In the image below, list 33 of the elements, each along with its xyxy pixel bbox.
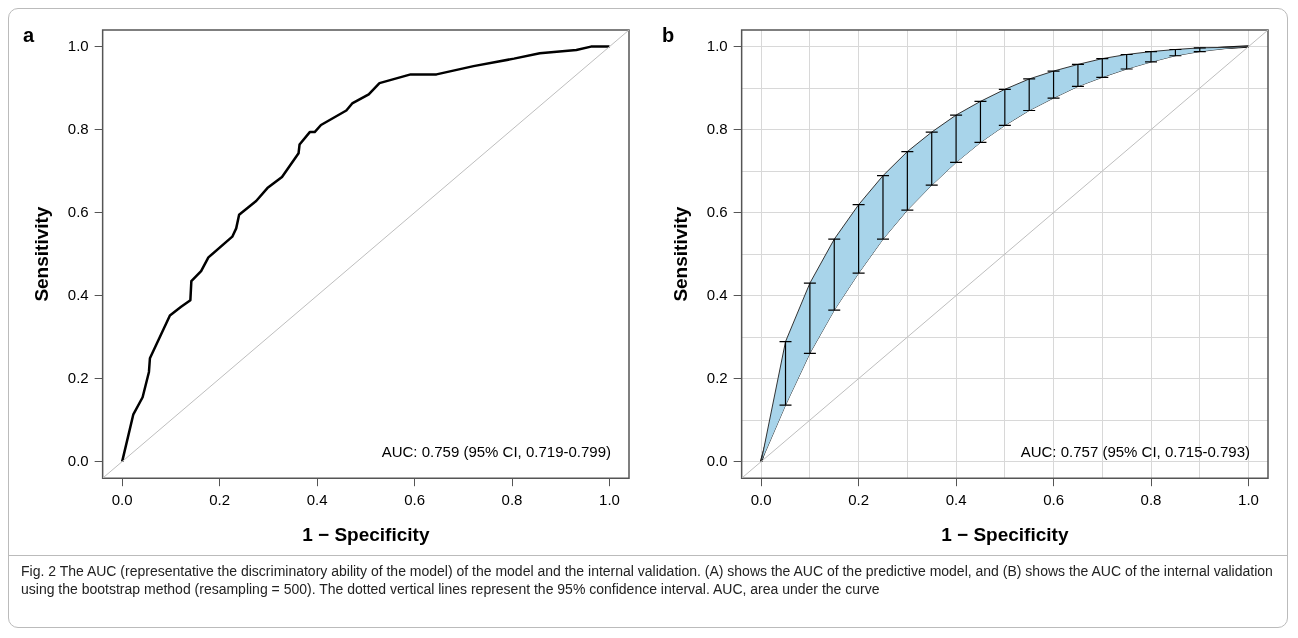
chart-title: b	[661, 23, 674, 46]
annotation: AUC: 0.759 (95% CI, 0.719-0.799)	[381, 442, 611, 460]
x-axis-title: 1 − Specificity	[940, 523, 1069, 545]
y-tick-label: 0.4	[67, 285, 89, 303]
x-tick-label: 0.4	[945, 491, 967, 509]
y-tick-label: 1.0	[67, 36, 89, 54]
x-axis-title: 1 − Specificity	[301, 523, 430, 545]
y-tick-label: 0.0	[67, 451, 89, 469]
x-tick-label: 0.2	[208, 491, 230, 509]
y-tick-label: 0.2	[706, 368, 728, 386]
y-tick-label: 0.6	[706, 202, 728, 220]
x-tick-label: 0.6	[403, 491, 425, 509]
y-axis-title: Sensitivity	[669, 206, 691, 302]
x-tick-label: 0.6	[1042, 491, 1064, 509]
y-tick-label: 0.6	[67, 202, 89, 220]
x-tick-label: 0.0	[111, 491, 133, 509]
x-tick-label: 0.4	[306, 491, 328, 509]
y-tick-label: 0.2	[67, 368, 89, 386]
y-tick-label: 0.4	[706, 285, 728, 303]
x-tick-label: 0.0	[750, 491, 772, 509]
y-tick-label: 0.8	[67, 119, 89, 137]
x-tick-label: 1.0	[598, 491, 620, 509]
y-axis-title: Sensitivity	[30, 206, 52, 302]
x-tick-label: 0.2	[847, 491, 869, 509]
caption: Fig. 2 The AUC (representative the discriminatory ability of the model) of the model and the internal validation. (A) shows the AUC of the predictive model, and (B) shows the AUC of the internal validation using the bootstrap method (resampling = 500). The dotted vertical lines represent the 95% confidence interval. AUC, area under the curve	[21, 562, 1274, 599]
y-tick-label: 0.0	[706, 451, 728, 469]
y-tick-label: 0.8	[706, 119, 728, 137]
x-tick-label: 0.8	[501, 491, 522, 509]
chart-title: a	[22, 23, 35, 46]
x-tick-label: 0.8	[1140, 491, 1161, 509]
annotation: AUC: 0.757 (95% CI, 0.715-0.793)	[1020, 442, 1250, 460]
y-tick-label: 1.0	[706, 36, 728, 54]
x-tick-label: 1.0	[1237, 491, 1259, 509]
